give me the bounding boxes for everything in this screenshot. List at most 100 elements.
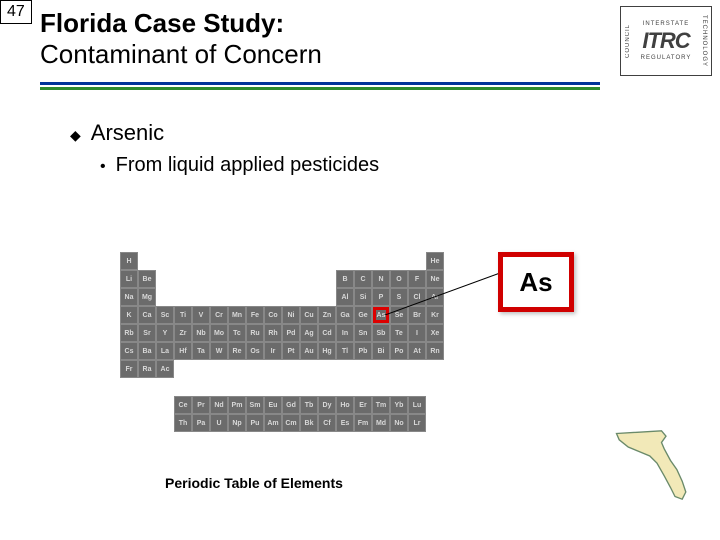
element-cell: Br: [408, 306, 426, 324]
element-cell: Ca: [138, 306, 156, 324]
element-cell: Ce: [174, 396, 192, 414]
element-cell: Md: [372, 414, 390, 432]
element-cell: Rh: [264, 324, 282, 342]
element-cell: Np: [228, 414, 246, 432]
slide-number-text: 47: [7, 3, 25, 20]
element-cell: Ti: [174, 306, 192, 324]
element-cell: Mn: [228, 306, 246, 324]
element-cell: Ba: [138, 342, 156, 360]
element-cell: Tb: [300, 396, 318, 414]
element-cell: Re: [228, 342, 246, 360]
element-cell: Nb: [192, 324, 210, 342]
periodic-table-caption: Periodic Table of Elements: [165, 475, 343, 491]
element-cell: F: [408, 270, 426, 288]
element-cell: Cf: [318, 414, 336, 432]
dot-bullet-icon: •: [100, 158, 106, 176]
element-cell: Pb: [354, 342, 372, 360]
element-cell: Th: [174, 414, 192, 432]
bullet-level2: • From liquid applied pesticides: [100, 154, 650, 177]
slide-number: 47: [0, 0, 32, 24]
logo-left-text: COUNCIL: [621, 7, 635, 75]
element-cell: Os: [246, 342, 264, 360]
element-cell: P: [372, 288, 390, 306]
element-cell: Pr: [192, 396, 210, 414]
element-cell: Sr: [138, 324, 156, 342]
table-row: H He: [120, 252, 460, 270]
logo-center-text: ITRC: [642, 28, 689, 54]
element-cell: Ga: [336, 306, 354, 324]
element-cell: Cu: [300, 306, 318, 324]
element-cell: C: [354, 270, 372, 288]
table-row: ThPaUNpPuAmCmBkCfEsFmMdNoLr: [174, 414, 460, 432]
logo-bottom-text: REGULATORY: [641, 55, 692, 61]
element-cell: Zn: [318, 306, 336, 324]
element-cell: Ar: [426, 288, 444, 306]
element-cell: Be: [138, 270, 156, 288]
diamond-bullet-icon: ◆: [70, 127, 81, 144]
element-cell: V: [192, 306, 210, 324]
callout-symbol: As: [519, 267, 552, 298]
element-cell: Pa: [192, 414, 210, 432]
element-cell: Pd: [282, 324, 300, 342]
element-cell: Fe: [246, 306, 264, 324]
table-row: FrRaAc: [120, 360, 460, 378]
element-cell: Yb: [390, 396, 408, 414]
element-cell: Cr: [210, 306, 228, 324]
element-cell: Pt: [282, 342, 300, 360]
element-cell: Cd: [318, 324, 336, 342]
element-cell: Tl: [336, 342, 354, 360]
element-cell: Bk: [300, 414, 318, 432]
element-cell: Hg: [318, 342, 336, 360]
element-cell: Lr: [408, 414, 426, 432]
element-cell: Cs: [120, 342, 138, 360]
table-row: NaMgAlSiPSClAr: [120, 288, 460, 306]
element-cell: Al: [336, 288, 354, 306]
element-cell: Xe: [426, 324, 444, 342]
element-cell: U: [210, 414, 228, 432]
table-row: CePrNdPmSmEuGdTbDyHoErTmYbLu: [174, 396, 460, 414]
element-cell: Zr: [174, 324, 192, 342]
content-block: ◆ Arsenic • From liquid applied pesticid…: [70, 120, 650, 177]
element-cell: Mo: [210, 324, 228, 342]
element-cell: Tm: [372, 396, 390, 414]
title-block: Florida Case Study: Contaminant of Conce…: [40, 8, 322, 70]
element-cell: Te: [390, 324, 408, 342]
element-cell: Er: [354, 396, 372, 414]
element-cell: Co: [264, 306, 282, 324]
underline-blue: [40, 82, 600, 85]
element-cell: Dy: [318, 396, 336, 414]
bullet2-text: From liquid applied pesticides: [116, 154, 379, 177]
element-cell: Na: [120, 288, 138, 306]
element-cell: As: [372, 306, 390, 324]
element-cell: Ru: [246, 324, 264, 342]
element-cell: H: [120, 252, 138, 270]
element-cell: Es: [336, 414, 354, 432]
element-cell: Y: [156, 324, 174, 342]
element-cell: W: [210, 342, 228, 360]
element-cell: Rn: [426, 342, 444, 360]
element-cell: N: [372, 270, 390, 288]
element-cell: Se: [390, 306, 408, 324]
bullet1-text: Arsenic: [91, 120, 164, 146]
element-cell: Ni: [282, 306, 300, 324]
table-row: RbSrYZrNbMoTcRuRhPdAgCdInSnSbTeIXe: [120, 324, 460, 342]
florida-map-icon: [612, 420, 702, 510]
title-line1: Florida Case Study:: [40, 8, 322, 39]
element-cell: I: [408, 324, 426, 342]
element-cell: Cm: [282, 414, 300, 432]
periodic-table: HHeLiBeBCNOFNeNaMgAlSiPSClArKCaScTiVCrMn…: [120, 252, 460, 432]
element-cell: Kr: [426, 306, 444, 324]
element-cell: Pm: [228, 396, 246, 414]
element-cell: Am: [264, 414, 282, 432]
element-cell: Ac: [156, 360, 174, 378]
element-cell: Bi: [372, 342, 390, 360]
element-cell: Sn: [354, 324, 372, 342]
element-cell: In: [336, 324, 354, 342]
element-cell: Eu: [264, 396, 282, 414]
element-cell: Sc: [156, 306, 174, 324]
element-cell: La: [156, 342, 174, 360]
element-cell: Ho: [336, 396, 354, 414]
element-cell: Ta: [192, 342, 210, 360]
element-cell: He: [426, 252, 444, 270]
itrc-logo: COUNCIL INTERSTATE ITRC REGULATORY TECHN…: [620, 6, 712, 76]
